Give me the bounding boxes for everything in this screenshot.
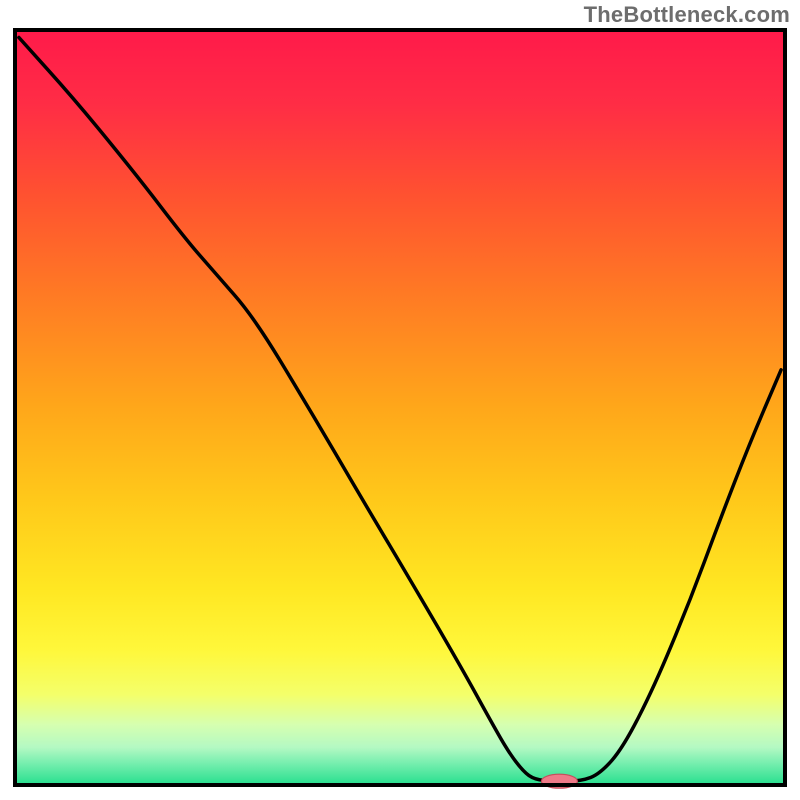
- plot-background-gradient: [15, 30, 785, 785]
- bottleneck-chart: [0, 0, 800, 800]
- chart-container: TheBottleneck.com: [0, 0, 800, 800]
